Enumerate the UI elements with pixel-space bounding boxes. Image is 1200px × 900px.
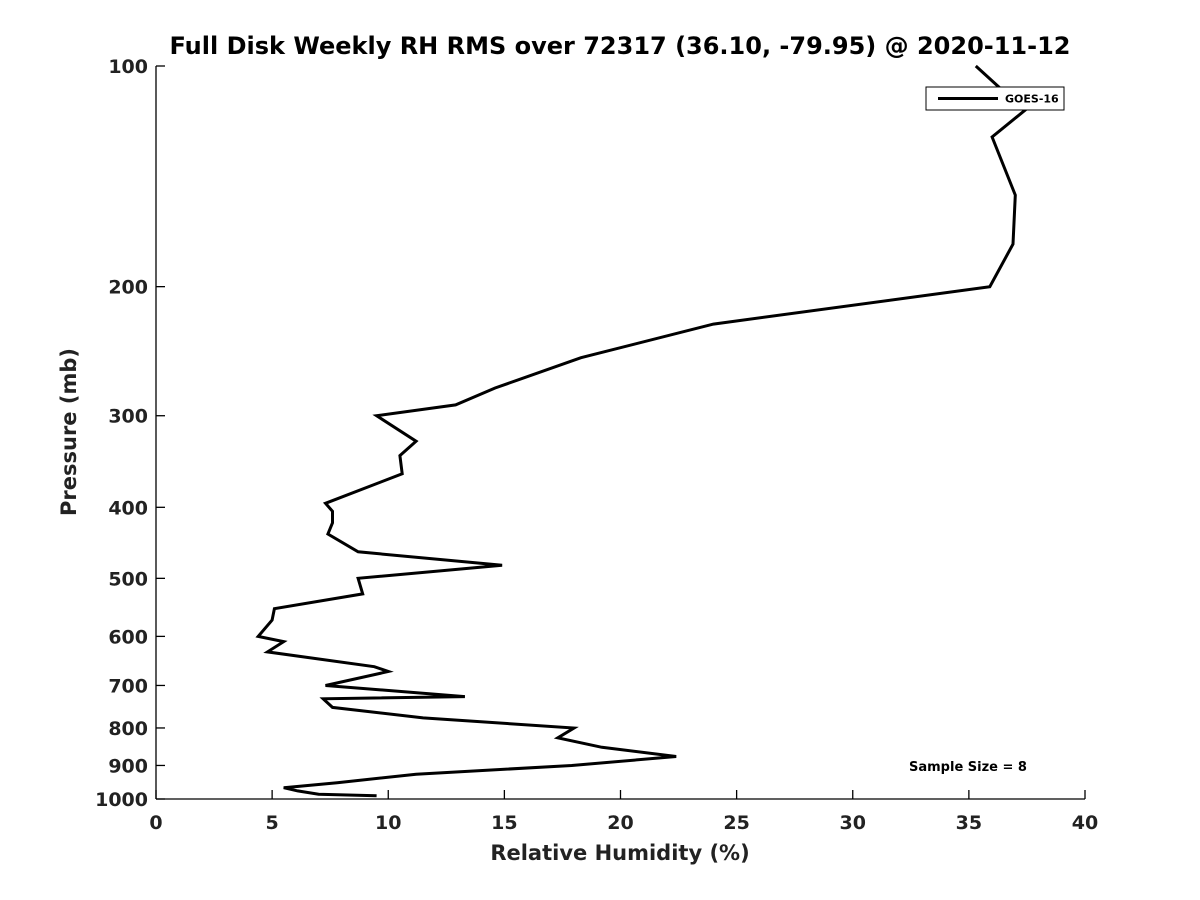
y-tick-label: 100 — [108, 56, 148, 78]
legend-label-goes-16: GOES-16 — [1005, 93, 1059, 106]
y-tick-label: 200 — [108, 277, 148, 299]
y-tick-label: 1000 — [95, 789, 148, 811]
y-axis-label: Pressure (mb) — [57, 348, 81, 516]
y-tick-label: 800 — [108, 718, 148, 740]
series-layer — [255, 64, 1027, 798]
x-tick-label: 20 — [607, 812, 633, 834]
x-tick-label: 40 — [1072, 812, 1098, 834]
y-tick-label: 600 — [108, 626, 148, 648]
y-tick-label: 900 — [108, 755, 148, 777]
x-axis-label: Relative Humidity (%) — [490, 841, 749, 865]
x-tick-label: 10 — [375, 812, 401, 834]
y-tick-label: 500 — [108, 568, 148, 590]
series-line-goes-16 — [255, 64, 1027, 798]
y-tick-label: 300 — [108, 406, 148, 428]
x-tick-label: 35 — [956, 812, 982, 834]
x-tick-label: 30 — [840, 812, 866, 834]
x-tick-label: 15 — [491, 812, 517, 834]
axes: 0 5 10 15 20 25 30 35 40 100 200 300 400 500 600 700 800… — [95, 56, 1098, 834]
chart-title: Full Disk Weekly RH RMS over 72317 (36.1… — [169, 32, 1070, 60]
y-tick-label: 400 — [108, 497, 148, 519]
x-tick-label: 0 — [149, 812, 162, 834]
sample-size-annotation: Sample Size = 8 — [909, 760, 1027, 775]
x-tick-label: 5 — [266, 812, 279, 834]
x-tick-label: 25 — [723, 812, 749, 834]
plot-area — [156, 66, 1085, 799]
legend: GOES-16 — [925, 86, 1065, 111]
y-tick-label: 700 — [108, 675, 148, 697]
